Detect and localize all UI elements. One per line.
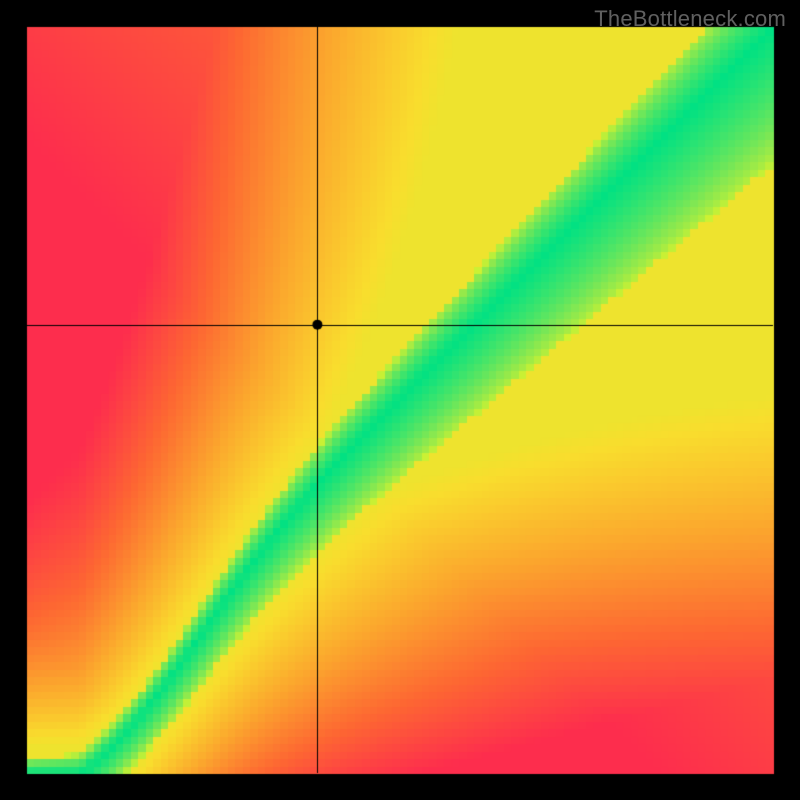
attribution-text: TheBottleneck.com <box>594 6 786 32</box>
chart-container: TheBottleneck.com <box>0 0 800 800</box>
heatmap-canvas <box>0 0 800 800</box>
